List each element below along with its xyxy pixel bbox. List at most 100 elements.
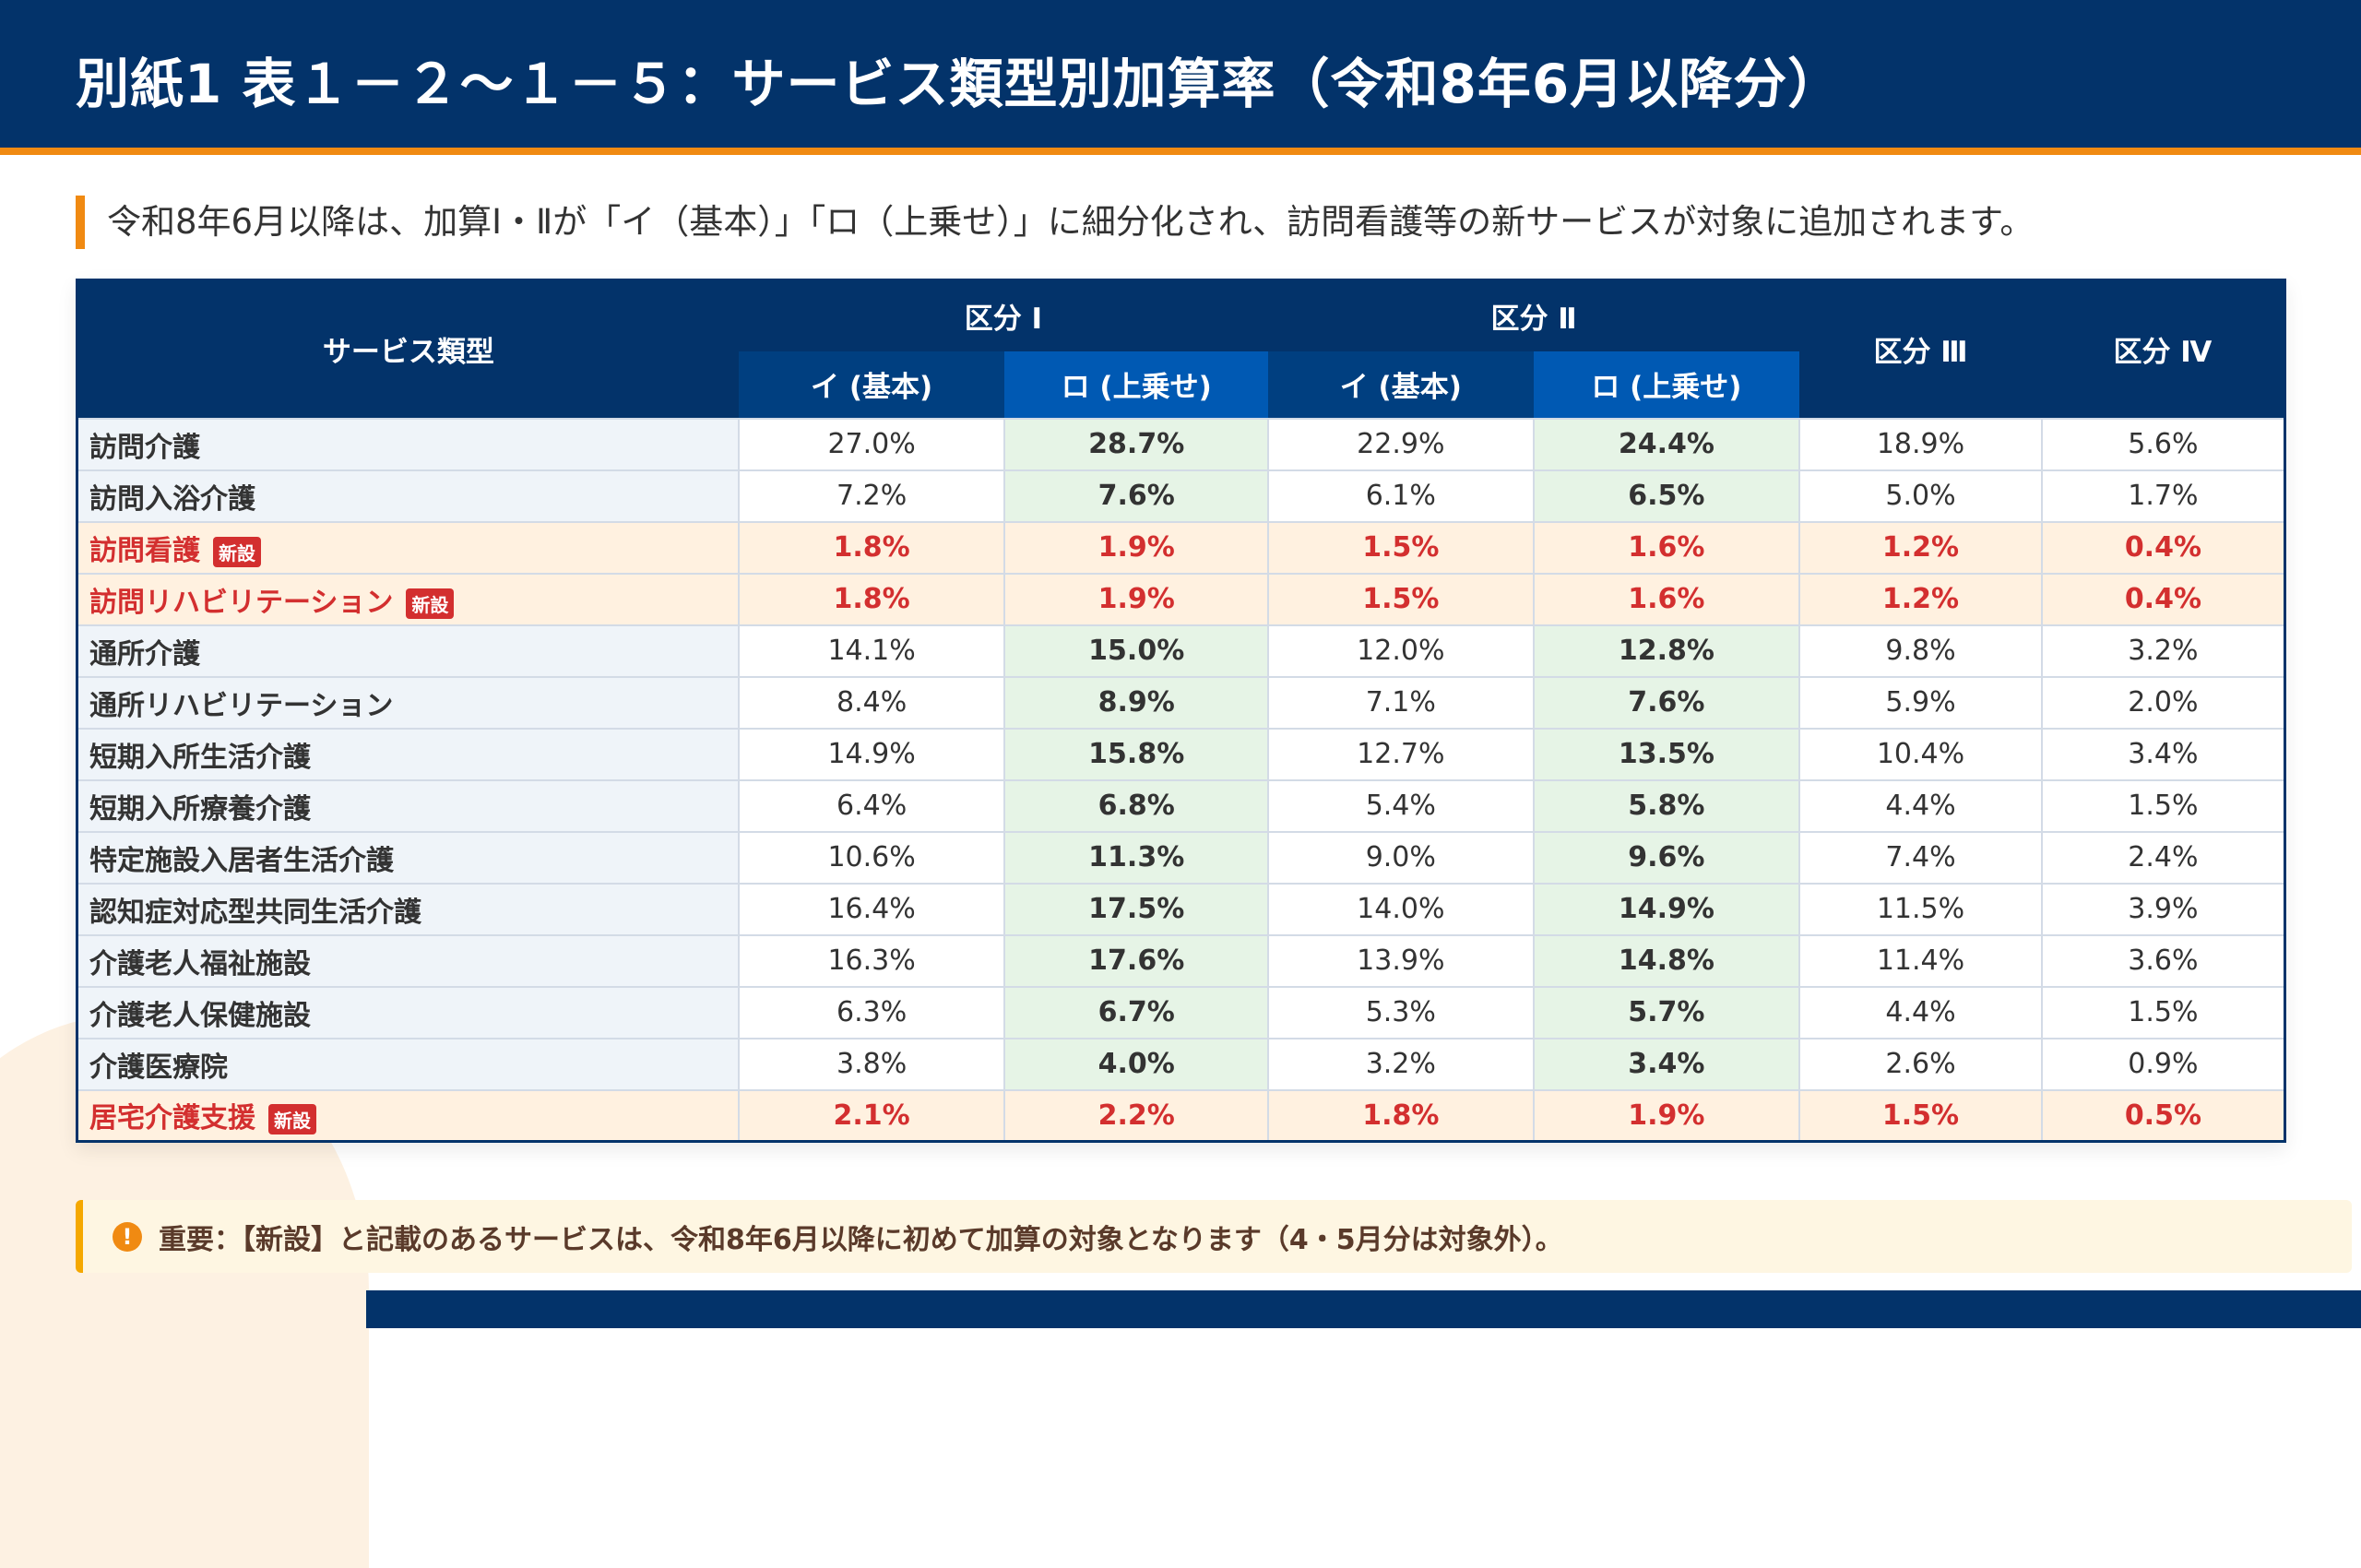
rate-cell: 6.3% <box>737 985 1006 1039</box>
new-badge: 新設 <box>213 536 261 567</box>
service-name: 介護老人福祉施設 <box>89 947 311 980</box>
rate-cell: 1.2% <box>1798 520 2043 575</box>
important-note: ! 重要：【新設】と記載のあるサービスは、令和8年6月以降に初めて加算の対象とな… <box>76 1200 2352 1273</box>
rate-cell: 4.4% <box>1798 985 2043 1039</box>
rate-cell: 2.0% <box>2040 675 2286 730</box>
rate-cell: 1.6% <box>1532 520 1801 575</box>
service-name: 短期入所療養介護 <box>89 792 311 826</box>
rate-cell: 7.4% <box>1798 830 2043 885</box>
rate-cell: 5.9% <box>1798 675 2043 730</box>
rate-cell: 13.5% <box>1532 727 1801 781</box>
service-name-cell: 訪問看護 新設 <box>76 520 740 575</box>
rate-cell: 5.8% <box>1532 778 1801 833</box>
service-name: 訪問リハビリテーション <box>89 586 394 619</box>
service-name-cell: 居宅介護支援 新設 <box>76 1088 740 1143</box>
subtitle: 令和8年6月以降は、加算Ⅰ・Ⅱが「イ（基本）」「ロ（上乗せ）」に細分化され、訪問… <box>76 196 2034 249</box>
rate-cell: 6.4% <box>737 778 1006 833</box>
rate-cell: 18.9% <box>1798 417 2043 471</box>
rate-cell: 1.5% <box>1267 572 1535 626</box>
rate-cell: 1.9% <box>1532 1088 1801 1143</box>
page-title: 別紙1 表１－２～１－５：サービス類型別加算率（令和8年6月以降分） <box>76 53 1843 115</box>
service-name-cell: 特定施設入居者生活介護 <box>76 830 740 885</box>
service-name: 訪問入浴介護 <box>89 482 255 516</box>
service-name: 認知症対応型共同生活介護 <box>89 896 421 929</box>
rate-cell: 0.9% <box>2040 1037 2286 1091</box>
service-name-cell: 介護医療院 <box>76 1037 740 1091</box>
rate-cell: 6.8% <box>1003 778 1270 833</box>
rate-cell: 9.8% <box>1798 624 2043 678</box>
exclamation-circle-icon: ! <box>113 1221 142 1252</box>
rate-cell: 1.9% <box>1003 572 1270 626</box>
service-name: 短期入所生活介護 <box>89 741 311 774</box>
service-name: 通所介護 <box>89 637 200 671</box>
service-name-cell: 介護老人福祉施設 <box>76 933 740 988</box>
table-row: 認知症対応型共同生活介護 16.4% 17.5% 14.0% 14.9% 11.5% 3.9… <box>76 882 2286 936</box>
rate-cell: 11.5% <box>1798 882 2043 936</box>
rate-cell: 0.4% <box>2040 520 2286 575</box>
rate-cell: 14.9% <box>1532 882 1801 936</box>
header-k1-ro: ロ (上乗せ) <box>1004 350 1269 419</box>
service-name: 居宅介護支援 <box>89 1102 255 1135</box>
rate-cell: 3.8% <box>737 1037 1006 1091</box>
rate-cell: 7.1% <box>1267 675 1535 730</box>
rate-cell: 3.4% <box>2040 727 2286 781</box>
rate-cell: 12.8% <box>1532 624 1801 678</box>
service-name-cell: 短期入所療養介護 <box>76 778 740 833</box>
rate-cell: 2.2% <box>1003 1088 1270 1143</box>
rate-cell: 1.8% <box>737 520 1006 575</box>
note-text: 重要：【新設】と記載のあるサービスは、令和8年6月以降に初めて加算の対象となりま… <box>159 1223 1563 1256</box>
rate-cell: 14.0% <box>1267 882 1535 936</box>
rate-table: サービス類型 区分 Ⅰ 区分 Ⅱ 区分 Ⅲ 区分 Ⅳ イ (基本) ロ (上乗せ… <box>76 279 2286 1143</box>
rate-cell: 12.0% <box>1267 624 1535 678</box>
rate-cell: 14.9% <box>737 727 1006 781</box>
rate-cell: 13.9% <box>1267 933 1535 988</box>
rate-cell: 6.5% <box>1532 469 1801 523</box>
rate-cell: 12.7% <box>1267 727 1535 781</box>
rate-cell: 14.8% <box>1532 933 1801 988</box>
rate-cell: 5.7% <box>1532 985 1801 1039</box>
new-badge: 新設 <box>406 588 455 619</box>
service-name-cell: 訪問リハビリテーション 新設 <box>76 572 740 626</box>
rate-cell: 4.0% <box>1003 1037 1270 1091</box>
service-name: 通所リハビリテーション <box>89 689 394 722</box>
rate-cell: 2.1% <box>737 1088 1006 1143</box>
rate-cell: 11.4% <box>1798 933 2043 988</box>
rate-cell: 1.9% <box>1003 520 1270 575</box>
table-row: 介護老人保健施設 6.3% 6.7% 5.3% 5.7% 4.4% 1.5% <box>76 985 2286 1039</box>
rate-cell: 16.4% <box>737 882 1006 936</box>
rate-cell: 14.1% <box>737 624 1006 678</box>
table-row: 介護医療院 3.8% 4.0% 3.2% 3.4% 2.6% 0.9% <box>76 1037 2286 1091</box>
rate-cell: 11.3% <box>1003 830 1270 885</box>
table-row: 特定施設入居者生活介護 10.6% 11.3% 9.0% 9.6% 7.4% 2.4% <box>76 830 2286 885</box>
rate-cell: 8.9% <box>1003 675 1270 730</box>
service-name-cell: 短期入所生活介護 <box>76 727 740 781</box>
rate-cell: 5.4% <box>1267 778 1535 833</box>
new-badge: 新設 <box>268 1104 316 1135</box>
rate-cell: 24.4% <box>1532 417 1801 471</box>
table-row: 訪問入浴介護 7.2% 7.6% 6.1% 6.5% 5.0% 1.7% <box>76 469 2286 523</box>
header-k2-i: イ (基本) <box>1268 350 1534 419</box>
rate-cell: 1.7% <box>2040 469 2286 523</box>
rate-cell: 10.6% <box>737 830 1006 885</box>
table-row: 通所リハビリテーション 8.4% 8.9% 7.1% 7.6% 5.9% 2.0% <box>76 675 2286 730</box>
rate-cell: 3.9% <box>2040 882 2286 936</box>
service-name: 訪問看護 <box>89 534 200 567</box>
table-row: 介護老人福祉施設 16.3% 17.6% 13.9% 14.8% 11.4% 3.6% <box>76 933 2286 988</box>
rate-cell: 1.6% <box>1532 572 1801 626</box>
rate-cell: 7.6% <box>1003 469 1270 523</box>
rate-cell: 27.0% <box>737 417 1006 471</box>
rate-cell: 15.0% <box>1003 624 1270 678</box>
table-row: 訪問リハビリテーション 新設 1.8% 1.9% 1.5% 1.6% 1.2% 0.4% <box>76 572 2286 626</box>
rate-cell: 7.6% <box>1532 675 1801 730</box>
rate-cell: 4.4% <box>1798 778 2043 833</box>
service-name-cell: 認知症対応型共同生活介護 <box>76 882 740 936</box>
table-row: 訪問介護 27.0% 28.7% 22.9% 24.4% 18.9% 5.6% <box>76 417 2286 471</box>
rate-cell: 2.6% <box>1798 1037 2043 1091</box>
rate-cell: 1.8% <box>1267 1088 1535 1143</box>
header-kubun-4: 区分 Ⅳ <box>2041 279 2285 419</box>
rate-cell: 1.2% <box>1798 572 2043 626</box>
rate-cell: 17.6% <box>1003 933 1270 988</box>
rate-cell: 7.2% <box>737 469 1006 523</box>
rate-cell: 0.5% <box>2040 1088 2286 1143</box>
rate-cell: 16.3% <box>737 933 1006 988</box>
